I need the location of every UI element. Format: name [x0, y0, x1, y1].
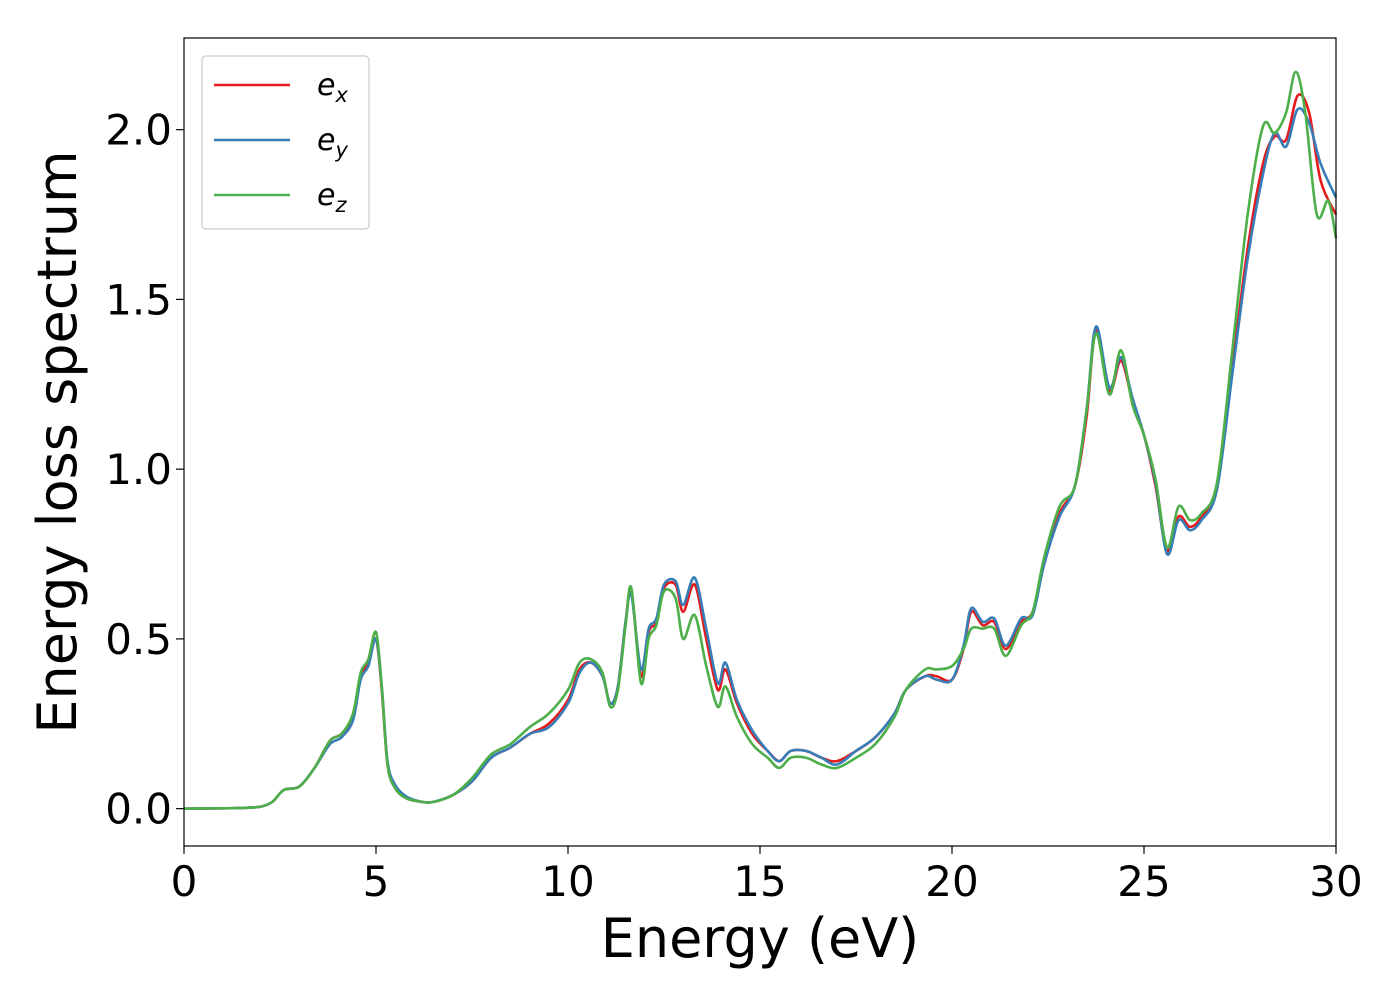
y-axis: 0.0 0.5 1.0 1.5 2.0: [105, 106, 184, 834]
y-tick-label: 2.0: [105, 106, 172, 155]
y-tick-label: 1.0: [105, 445, 172, 494]
x-tick-label: 0: [171, 857, 198, 906]
legend: ex ey ez: [201, 55, 370, 230]
legend-label-e-x: ex: [317, 68, 348, 107]
legend-entries: ex ey ez: [214, 68, 348, 217]
y-axis-title: Energy loss spectrum: [26, 150, 89, 733]
x-tick-label: 25: [1117, 857, 1170, 906]
y-tick-label: 1.5: [105, 275, 172, 324]
plot-background: [184, 38, 1336, 846]
series-layer: [183, 70, 1338, 810]
x-tick-label: 10: [541, 857, 594, 906]
x-tick-label: 15: [733, 857, 786, 906]
y-tick-label: 0.5: [105, 615, 172, 664]
legend-label-e-y: ey: [317, 123, 348, 162]
legend-box: [201, 55, 370, 230]
x-axis-title: Energy (eV): [601, 907, 920, 970]
x-tick-label: 30: [1309, 857, 1362, 906]
x-tick-label: 20: [925, 857, 978, 906]
y-tick-label: 0.0: [105, 785, 172, 834]
x-tick-label: 5: [363, 857, 390, 906]
series-line-e-z: [183, 70, 1338, 810]
legend-label-e-z: ez: [317, 178, 347, 217]
x-axis: 0 5 10 15 20 25 30: [171, 846, 1363, 906]
